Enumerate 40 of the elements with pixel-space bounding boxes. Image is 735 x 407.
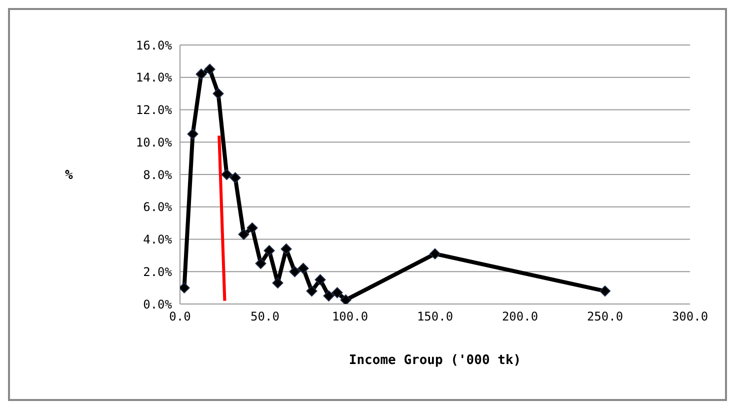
y-tick-label: 4.0%: [143, 232, 173, 247]
point: [246, 222, 258, 234]
point: [187, 128, 198, 140]
x-tick-label: 300.0: [672, 310, 708, 324]
y-tick-label: 2.0%: [143, 264, 173, 279]
y-tick-label: 12.0%: [136, 103, 173, 118]
point: [323, 290, 334, 302]
point: [212, 88, 224, 100]
y-axis-title: %: [65, 168, 73, 184]
point: [332, 287, 343, 298]
x-tick-label: 0.0: [169, 310, 191, 324]
point: [314, 274, 326, 286]
x-tick-label: 150.0: [416, 310, 454, 324]
point: [204, 64, 216, 75]
y-tick-label: 6.0%: [143, 200, 173, 214]
y-tick-label: 10.0%: [136, 135, 173, 150]
point: [255, 258, 266, 270]
point: [180, 282, 190, 294]
point: [298, 262, 309, 274]
x-tick-label: 50.0: [250, 310, 280, 324]
point: [289, 266, 300, 278]
y-tick-label: 8.0%: [143, 168, 173, 182]
point: [340, 294, 352, 304]
point: [230, 172, 241, 184]
point: [306, 286, 318, 297]
y-tick-label: 0.0%: [143, 297, 173, 312]
point: [196, 68, 207, 80]
x-tick-label: 200.0: [502, 310, 538, 324]
y-tick-label: 14.0%: [136, 70, 173, 85]
point: [600, 286, 610, 297]
x-axis-title: Income Group ('000 tk): [348, 353, 522, 368]
y-tick-label: 16.0%: [136, 38, 173, 52]
point: [272, 277, 284, 288]
point: [430, 248, 440, 260]
point: [221, 169, 232, 180]
point: [238, 228, 250, 240]
x-tick-label: 250.0: [586, 310, 624, 324]
x-tick-label: 100.0: [332, 310, 368, 324]
point: [264, 245, 275, 256]
point: [280, 243, 292, 254]
